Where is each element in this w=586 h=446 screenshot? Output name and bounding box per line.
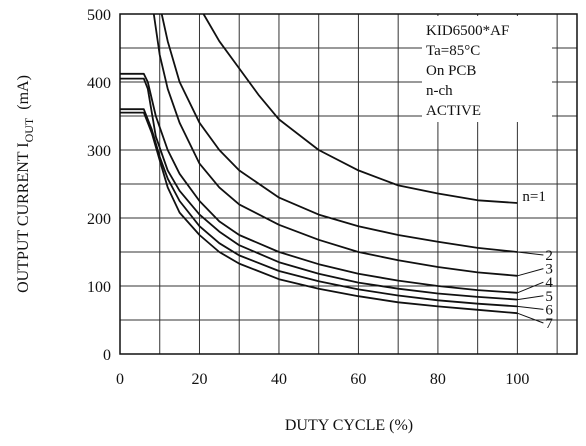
y-axis-title: OUTPUT CURRENT IOUT (mA) xyxy=(15,75,36,293)
series-leader-6 xyxy=(517,306,543,309)
series-leader-5 xyxy=(517,296,543,300)
y-tick-label: 0 xyxy=(103,347,111,364)
x-tick-label: 100 xyxy=(505,371,529,388)
y-tick-label: 400 xyxy=(87,75,111,92)
x-tick-label: 0 xyxy=(116,371,124,388)
y-axis-title-main: OUTPUT CURRENT I xyxy=(15,142,32,293)
annotation-mounting: On PCB xyxy=(426,63,476,79)
annotation-mode: ACTIVE xyxy=(426,103,481,119)
x-tick-label: 40 xyxy=(271,371,287,388)
annotation-box: KID6500*AF Ta=85°C On PCB n-ch ACTIVE xyxy=(422,16,552,122)
y-tick-label: 300 xyxy=(87,143,111,160)
series-leader-3 xyxy=(517,269,543,276)
y-tick-label: 200 xyxy=(87,211,111,228)
series-leader-7 xyxy=(517,313,543,323)
y-axis-title-unit: (mA) xyxy=(15,75,32,110)
annotation-channel: n-ch xyxy=(426,83,453,99)
y-tick-label: 100 xyxy=(87,279,111,296)
annotation-part-number: KID6500*AF xyxy=(426,23,509,39)
annotation-temperature: Ta=85°C xyxy=(426,43,480,59)
series-leader-4 xyxy=(517,282,543,293)
series-label-1: n=1 xyxy=(522,189,545,205)
y-axis-title-subscript: OUT xyxy=(22,117,36,142)
y-tick-label: 500 xyxy=(87,7,111,24)
x-tick-label: 80 xyxy=(430,371,446,388)
x-tick-label: 60 xyxy=(350,371,366,388)
series-label-7: 7 xyxy=(545,316,553,332)
x-tick-label: 20 xyxy=(191,371,207,388)
x-axis-title: DUTY CYCLE (%) xyxy=(285,417,413,434)
